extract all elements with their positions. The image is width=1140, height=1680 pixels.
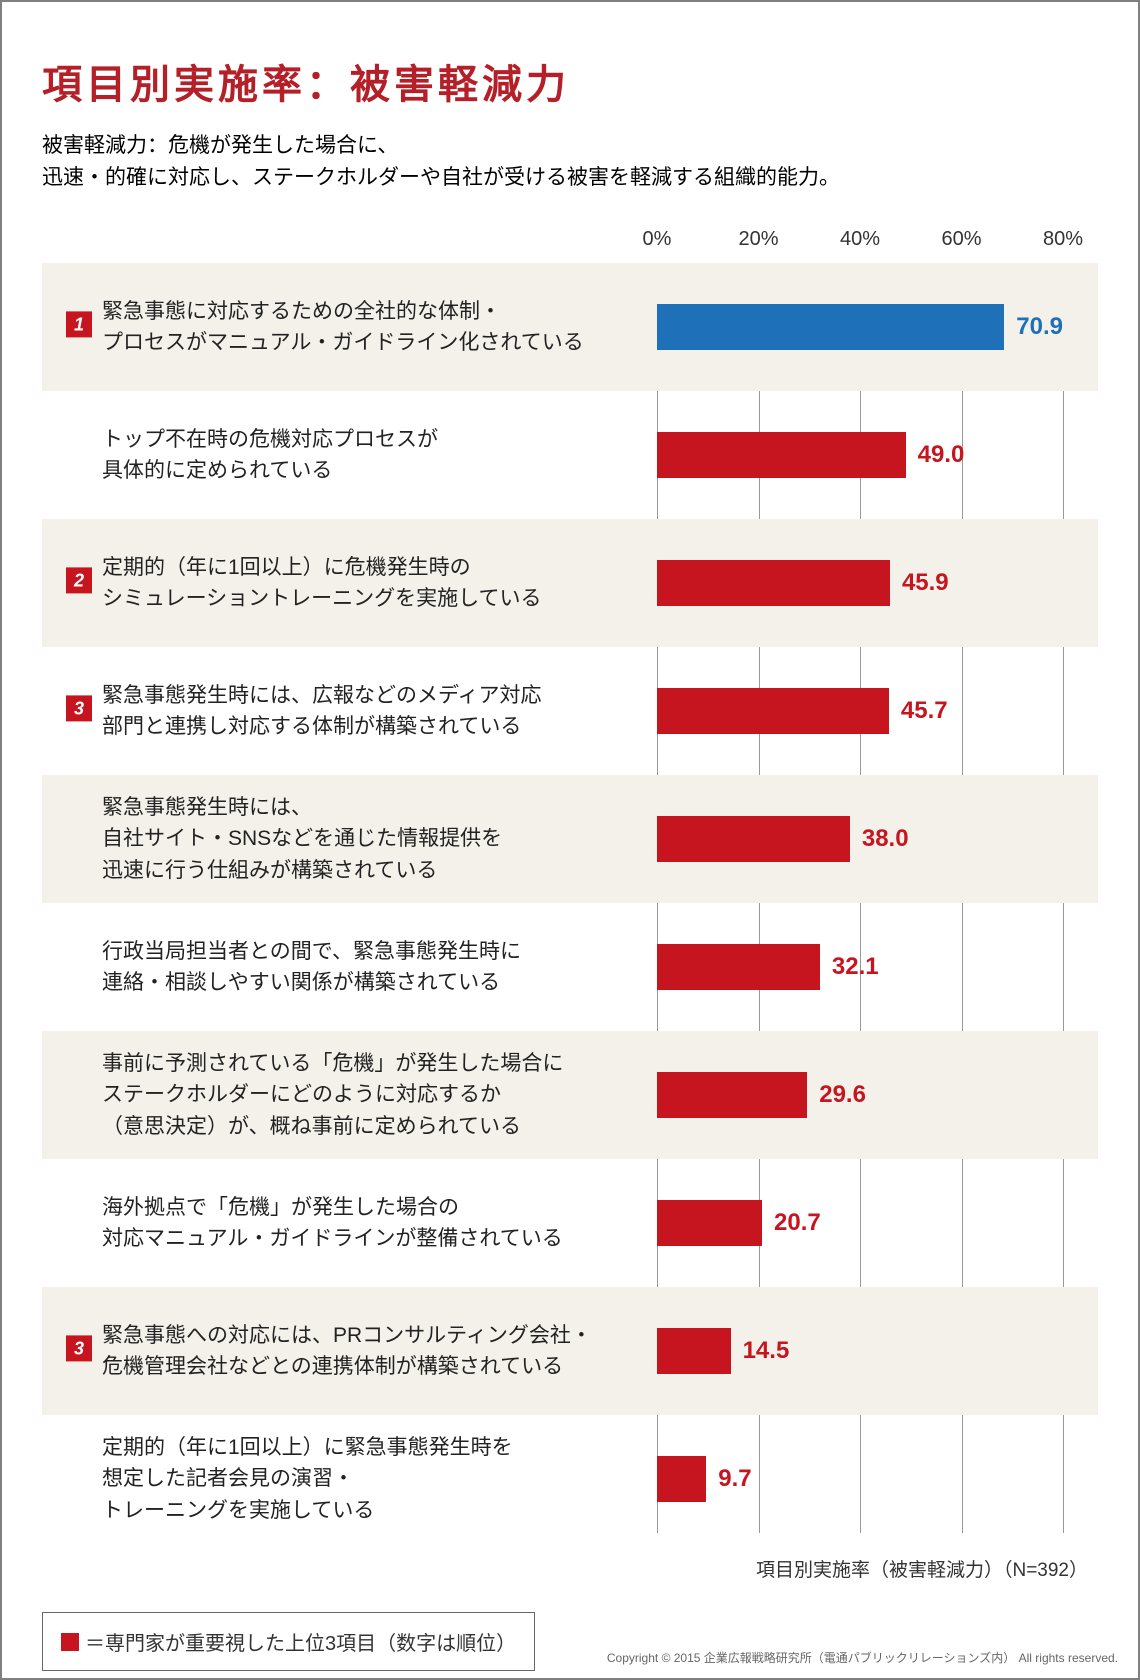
bar-cell: 32.1 [657, 903, 1063, 1031]
row-label: 定期的（年に1回以上）に危機発生時のシミュレーショントレーニングを実施している [102, 552, 542, 615]
chart-caption: 項目別実施率（被害軽減力）（N=392） [42, 1555, 1098, 1582]
chart-row: 海外拠点で「危機」が発生した場合の対応マニュアル・ガイドラインが整備されている 2… [42, 1159, 1098, 1287]
bar-cell: 14.5 [657, 1287, 1063, 1415]
rank-badge: 3 [66, 695, 92, 721]
page-title: 項目別実施率：被害軽減力 [42, 52, 1098, 110]
copyright-text: Copyright © 2015 企業広報戦略研究所（電通パブリックリレーション… [607, 1649, 1118, 1666]
row-label: 緊急事態発生時には、広報などのメディア対応部門と連携し対応する体制が構築されてい… [102, 680, 542, 743]
bar [657, 1072, 807, 1118]
bar-cell: 20.7 [657, 1159, 1063, 1287]
chart-row: トップ不在時の危機対応プロセスが具体的に定められている 49.0 [42, 391, 1098, 519]
bar [657, 1200, 762, 1246]
row-label-cell: 行政当局担当者との間で、緊急事態発生時に連絡・相談しやすい関係が構築されている [42, 936, 657, 999]
bar-value: 70.9 [1016, 313, 1063, 341]
chart-row: 2 定期的（年に1回以上）に危機発生時のシミュレーショントレーニングを実施している… [42, 519, 1098, 647]
chart-row: 事前に予測されている「危機」が発生した場合にステークホルダーにどのように対応する… [42, 1031, 1098, 1159]
bar-value: 49.0 [918, 441, 965, 469]
chart-row: 1 緊急事態に対応するための全社的な体制・プロセスがマニュアル・ガイドライン化され… [42, 263, 1098, 391]
bar [657, 944, 820, 990]
bar-value: 29.6 [819, 1081, 866, 1109]
row-label-cell: 3 緊急事態への対応には、PRコンサルティング会社・危機管理会社などとの連携体制が… [42, 1320, 657, 1383]
rank-badge: 2 [66, 567, 92, 593]
bar-value: 20.7 [774, 1209, 821, 1237]
bar-cell: 45.9 [657, 519, 1063, 647]
legend: ＝専門家が重要視した上位3項目（数字は順位） [42, 1612, 535, 1671]
bar-value: 9.7 [718, 1465, 751, 1493]
bar-cell: 9.7 [657, 1415, 1063, 1543]
row-label-cell: 事前に予測されている「危機」が発生した場合にステークホルダーにどのように対応する… [42, 1048, 657, 1143]
bar [657, 816, 850, 862]
axis-tick-label: 40% [840, 228, 880, 251]
axis-tick-label: 60% [941, 228, 981, 251]
row-label: トップ不在時の危機対応プロセスが具体的に定められている [102, 424, 438, 487]
row-label: 定期的（年に1回以上）に緊急事態発生時を想定した記者会見の演習・トレーニングを実… [102, 1432, 513, 1527]
page-subtitle: 被害軽減力：危機が発生した場合に、迅速・的確に対応し、ステークホルダーや自社が受… [42, 130, 1098, 193]
bar-cell: 29.6 [657, 1031, 1063, 1159]
row-label-cell: 2 定期的（年に1回以上）に危機発生時のシミュレーショントレーニングを実施している [42, 552, 657, 615]
chart-row: 緊急事態発生時には、自社サイト・SNSなどを通じた情報提供を迅速に行う仕組みが構… [42, 775, 1098, 903]
bar-value: 45.7 [901, 697, 948, 725]
axis-tick-label: 0% [643, 228, 672, 251]
rank-badge: 3 [66, 1335, 92, 1361]
axis-tick-label: 20% [738, 228, 778, 251]
axis-tick-label: 80% [1043, 228, 1083, 251]
row-label-cell: 海外拠点で「危機」が発生した場合の対応マニュアル・ガイドラインが整備されている [42, 1192, 657, 1255]
row-label-cell: トップ不在時の危機対応プロセスが具体的に定められている [42, 424, 657, 487]
chart-row: 定期的（年に1回以上）に緊急事態発生時を想定した記者会見の演習・トレーニングを実… [42, 1415, 1098, 1543]
row-label-cell: 緊急事態発生時には、自社サイト・SNSなどを通じた情報提供を迅速に行う仕組みが構… [42, 792, 657, 887]
x-axis: 0% 20% 40% 60% 80% [42, 223, 1098, 263]
row-label: 行政当局担当者との間で、緊急事態発生時に連絡・相談しやすい関係が構築されている [102, 936, 521, 999]
bar-cell: 38.0 [657, 775, 1063, 903]
bar [657, 688, 889, 734]
row-label: 海外拠点で「危機」が発生した場合の対応マニュアル・ガイドラインが整備されている [102, 1192, 563, 1255]
bar [657, 560, 890, 606]
bar [657, 304, 1004, 350]
chart: 0% 20% 40% 60% 80% 1 緊急事態に対応するための全社的な体制・プロセスが… [42, 223, 1098, 1582]
row-label-cell: 定期的（年に1回以上）に緊急事態発生時を想定した記者会見の演習・トレーニングを実… [42, 1432, 657, 1527]
bar-cell: 45.7 [657, 647, 1063, 775]
chart-row: 3 緊急事態発生時には、広報などのメディア対応部門と連携し対応する体制が構築されて… [42, 647, 1098, 775]
row-label: 緊急事態に対応するための全社的な体制・プロセスがマニュアル・ガイドライン化されて… [102, 296, 584, 359]
bar-value: 45.9 [902, 569, 949, 597]
chart-rows: 1 緊急事態に対応するための全社的な体制・プロセスがマニュアル・ガイドライン化され… [42, 263, 1098, 1543]
row-label-cell: 1 緊急事態に対応するための全社的な体制・プロセスがマニュアル・ガイドライン化され… [42, 296, 657, 359]
bar-value: 14.5 [743, 1337, 790, 1365]
bar [657, 1456, 706, 1502]
bar-cell: 70.9 [657, 263, 1063, 391]
bar [657, 1328, 731, 1374]
row-label: 事前に予測されている「危機」が発生した場合にステークホルダーにどのように対応する… [102, 1048, 563, 1143]
rank-badge: 1 [66, 311, 92, 337]
bar-value: 38.0 [862, 825, 909, 853]
chart-row: 行政当局担当者との間で、緊急事態発生時に連絡・相談しやすい関係が構築されている 3… [42, 903, 1098, 1031]
page-container: 項目別実施率：被害軽減力 被害軽減力：危機が発生した場合に、迅速・的確に対応し、… [0, 0, 1140, 1680]
chart-row: 3 緊急事態への対応には、PRコンサルティング会社・危機管理会社などとの連携体制が… [42, 1287, 1098, 1415]
row-label: 緊急事態への対応には、PRコンサルティング会社・危機管理会社などとの連携体制が構… [102, 1320, 592, 1383]
row-label-cell: 3 緊急事態発生時には、広報などのメディア対応部門と連携し対応する体制が構築されて… [42, 680, 657, 743]
row-label: 緊急事態発生時には、自社サイト・SNSなどを通じた情報提供を迅速に行う仕組みが構… [102, 792, 502, 887]
legend-text: ＝専門家が重要視した上位3項目（数字は順位） [85, 1627, 516, 1656]
legend-square-icon [61, 1633, 79, 1651]
bar-cell: 49.0 [657, 391, 1063, 519]
bar [657, 432, 906, 478]
bar-value: 32.1 [832, 953, 879, 981]
